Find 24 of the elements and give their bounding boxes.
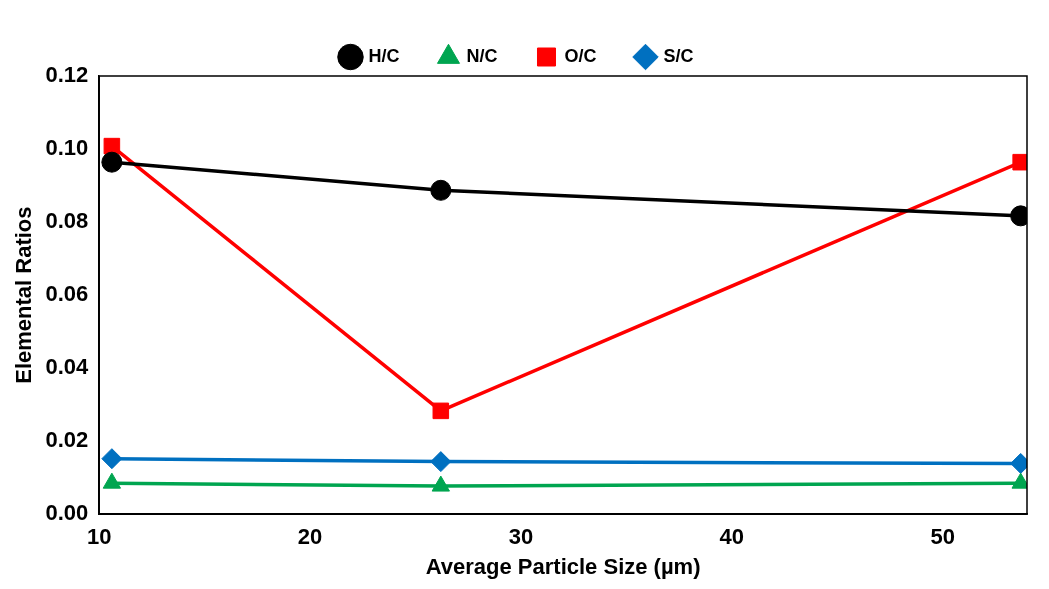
point xyxy=(101,448,123,470)
legend-label: H/C xyxy=(368,45,400,66)
x-tick-label: 40 xyxy=(719,524,745,550)
y-tick-label: 0.06 xyxy=(45,281,89,307)
y-tick-label: 0.00 xyxy=(45,500,89,526)
x-axis-title: Average Particle Size (µm) xyxy=(425,553,701,579)
x-tick-label: 30 xyxy=(508,524,534,550)
legend-label: S/C xyxy=(663,45,694,66)
x-tick-label: 20 xyxy=(297,524,323,550)
point xyxy=(430,179,452,201)
x-tick-label: 10 xyxy=(86,524,112,550)
point xyxy=(430,451,452,473)
point xyxy=(101,151,123,173)
y-axis-title: Elemental Ratios xyxy=(11,206,37,384)
y-tick-label: 0.12 xyxy=(45,62,89,88)
legend-label: O/C xyxy=(564,45,597,66)
y-tick-label: 0.08 xyxy=(45,208,89,234)
y-tick-label: 0.02 xyxy=(45,427,89,453)
point xyxy=(432,402,450,420)
y-tick-label: 0.10 xyxy=(45,135,89,161)
point xyxy=(103,137,121,155)
legend-label: N/C xyxy=(466,45,498,66)
x-tick-label: 50 xyxy=(930,524,955,550)
y-tick-label: 0.04 xyxy=(45,354,89,380)
